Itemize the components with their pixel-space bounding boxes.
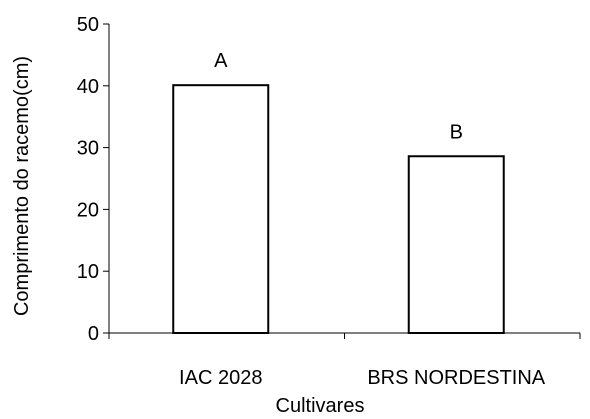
x-category-label: BRS NORDESTINA — [367, 367, 545, 389]
y-tick-label: 10 — [77, 261, 99, 283]
y-tick-label: 50 — [77, 14, 99, 36]
y-tick-label: 30 — [77, 138, 99, 160]
bar — [407, 155, 505, 334]
bar-data-label: A — [214, 50, 228, 72]
bar — [172, 84, 270, 334]
y-tick-label: 40 — [77, 76, 99, 98]
bar-data-label: B — [450, 121, 463, 143]
axes: 0 10 20 30 40 50 — [77, 14, 581, 345]
y-tick-label: 20 — [77, 199, 99, 221]
labels: A IAC 2028 B BRS NORDESTINA — [179, 50, 546, 389]
y-axis-title: Comprimento do racemo(cm) — [11, 56, 33, 316]
x-category-label: IAC 2028 — [179, 367, 262, 389]
bars — [172, 84, 505, 334]
x-axis-title: Cultivares — [276, 395, 365, 417]
y-tick-label: 0 — [88, 323, 99, 345]
